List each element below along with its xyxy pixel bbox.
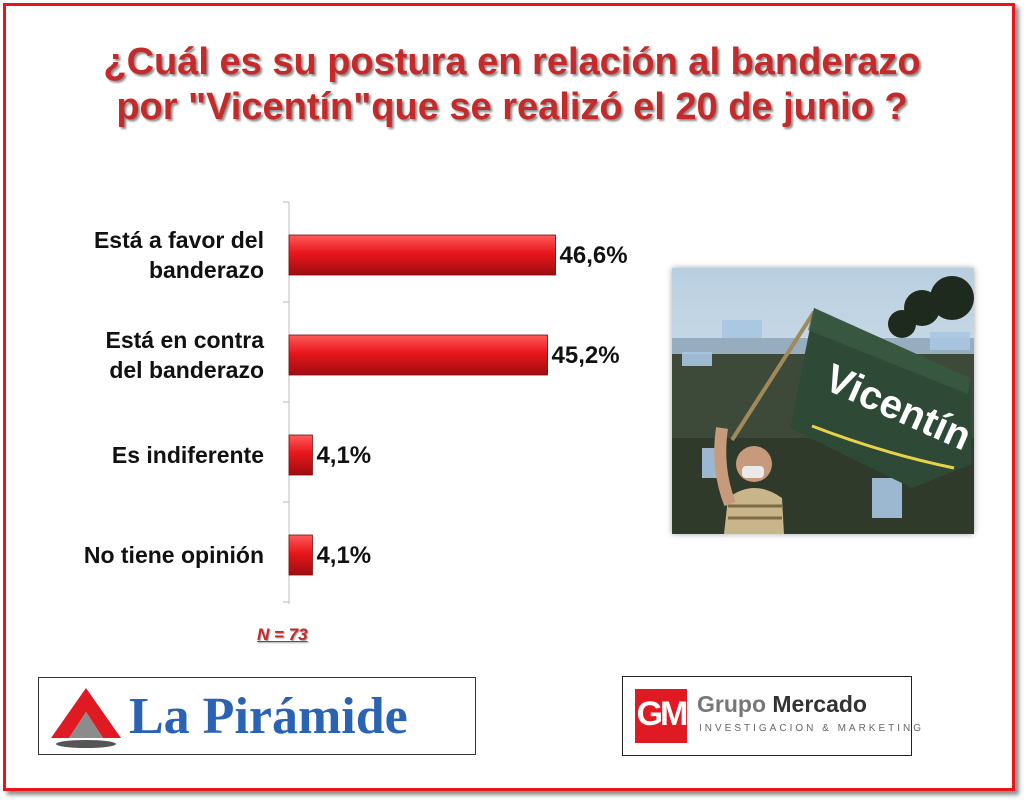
gm-mark-icon: GM — [635, 689, 689, 743]
gm-name-part-1: Grupo — [697, 691, 766, 717]
value-label: 4,1% — [316, 542, 371, 569]
value-label: 4,1% — [316, 442, 371, 469]
gm-tagline: INVESTIGACION & MARKETING — [699, 723, 925, 734]
bar — [288, 334, 548, 376]
bar — [288, 534, 313, 576]
value-label: 45,2% — [552, 342, 620, 369]
category-label: Está en contra del banderazo — [106, 327, 265, 383]
pyramid-icon — [51, 688, 121, 748]
gm-name: Grupo Mercado — [697, 691, 867, 718]
la-piramide-logo: La Pirámide — [38, 677, 476, 755]
value-label: 46,6% — [560, 242, 628, 269]
chart-bars — [288, 234, 556, 576]
chart-labels: 46,6% Está a favor del banderazo 45,2% Está … — [84, 227, 628, 569]
category-label: Está a favor del banderazo — [94, 227, 264, 283]
grupo-mercado-logo: GM Grupo Mercado INVESTIGACION & MARKETI… — [622, 676, 921, 756]
protest-photo: Vicentín — [672, 268, 974, 534]
gm-initials: GM — [636, 695, 689, 733]
chart-title: ¿Cuál es su postura en relación al bande… — [20, 40, 1004, 130]
title-line-2: por "Vicentín"que se realizó el 20 de ju… — [116, 86, 908, 128]
title-line-1: ¿Cuál es su postura en relación al bande… — [103, 41, 921, 83]
gm-name-part-2: Mercado — [772, 691, 867, 717]
category-label: Es indiferente — [112, 442, 264, 468]
category-label: No tiene opinión — [84, 542, 264, 568]
sample-size-note: N = 73 — [257, 625, 308, 644]
chart-axis — [283, 201, 290, 604]
page-frame — [3, 3, 1015, 791]
bar — [288, 234, 556, 276]
la-piramide-text: La Pirámide — [129, 688, 408, 745]
bar — [288, 434, 313, 476]
